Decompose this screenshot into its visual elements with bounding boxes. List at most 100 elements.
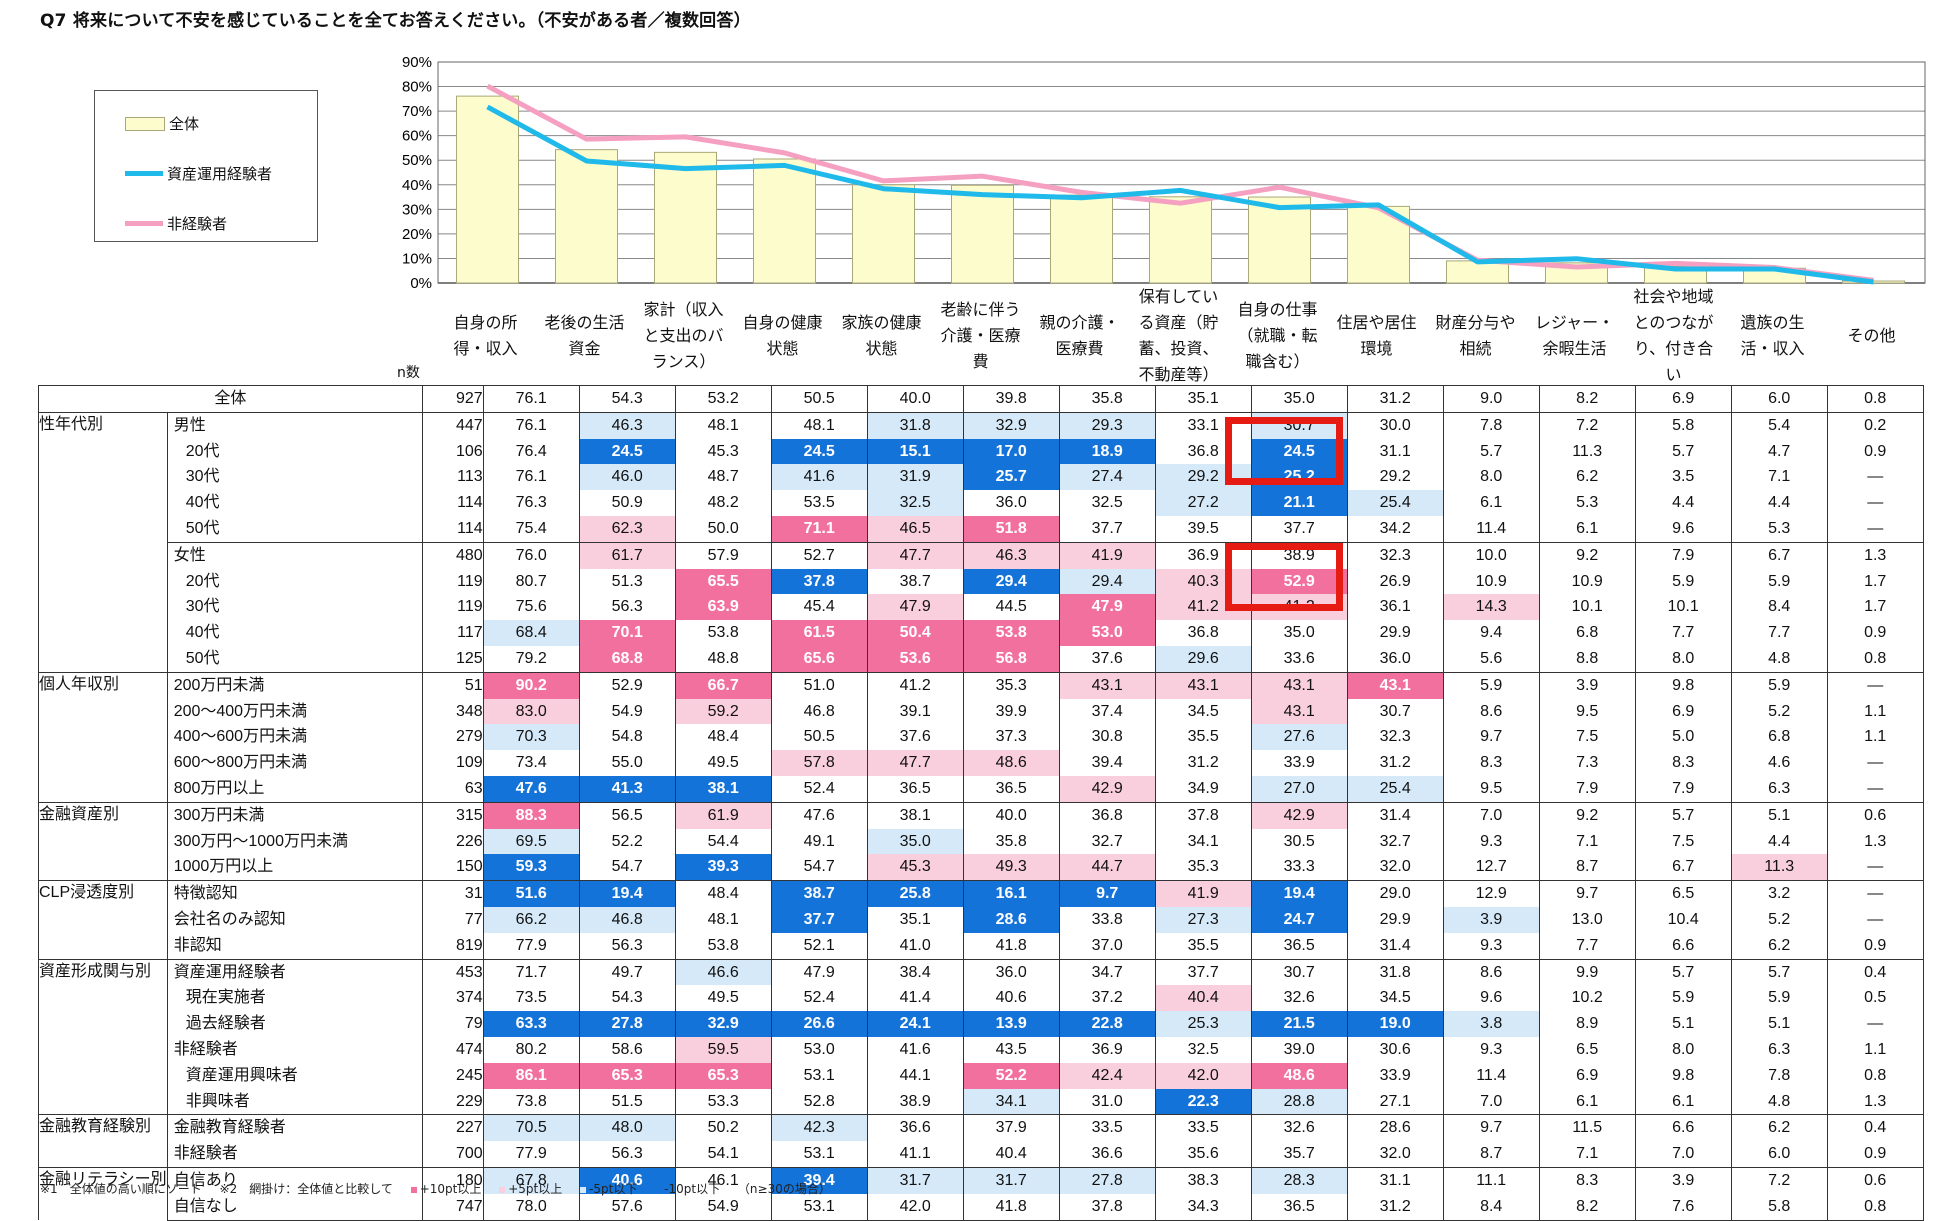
value-text: 6.0	[1768, 390, 1791, 407]
value-text: 37.4	[1091, 702, 1123, 720]
value-text: 9.6	[1672, 519, 1695, 537]
value-cell: 80.7	[483, 568, 580, 595]
value-cell: 33.3	[1251, 854, 1348, 881]
row-label: 現在実施者	[167, 985, 423, 1012]
legend-label-total: 全体	[169, 115, 200, 133]
value-text: 19.4	[1283, 885, 1315, 903]
value-text: 57.6	[611, 1197, 643, 1215]
value-text: 4.6	[1768, 754, 1791, 772]
value-cell: 10.0	[1443, 541, 1540, 569]
value-cell: 7.5	[1539, 724, 1636, 751]
value-cell: 41.1	[867, 1141, 964, 1168]
value-cell: 8.7	[1443, 1141, 1540, 1168]
value-text: 34.1	[995, 1092, 1027, 1110]
value-text: 5.7	[1672, 442, 1695, 460]
value-cell: 3.9	[1635, 1166, 1732, 1194]
value-cell: 10.9	[1443, 568, 1540, 595]
value-cell: 36.6	[1059, 1141, 1156, 1168]
value-text: 52.9	[611, 676, 643, 694]
value-text: —	[1867, 779, 1884, 797]
column-header: 保有している資産（貯蓄、投資、不動産等）	[1138, 287, 1219, 384]
value-cell: 42.3	[771, 1114, 868, 1142]
value-text: 29.2	[1379, 468, 1411, 486]
value-text: —	[1867, 885, 1884, 903]
legend-label-experienced: 資産運用経験者	[167, 165, 273, 183]
highlight-box-male-20s	[1225, 417, 1343, 485]
column-header: 財産分与や相続	[1435, 313, 1516, 358]
value-cell: 22.3	[1155, 1088, 1252, 1115]
value-text: —	[1867, 858, 1884, 876]
value-cell: 6.2	[1731, 1114, 1828, 1142]
value-cell: 40.4	[1155, 985, 1252, 1012]
value-text: 27.4	[1091, 468, 1123, 486]
value-cell: 31.2	[1347, 750, 1444, 776]
value-text: 50.0	[707, 519, 739, 537]
value-cell: 43.1	[1251, 698, 1348, 725]
value-text: 3.9	[1672, 1171, 1695, 1189]
value-text: 32.9	[707, 1015, 739, 1033]
value-cell: 70.3	[483, 724, 580, 751]
value-text: 0.9	[1864, 1145, 1887, 1163]
value-text: 27.2	[1187, 494, 1219, 512]
value-text: 76.0	[515, 546, 547, 564]
value-text: 36.5	[899, 779, 931, 797]
bar	[753, 158, 816, 284]
value-cell: 5.0	[1635, 724, 1732, 751]
value-cell: 52.1	[771, 932, 868, 960]
value-text: 7.0	[1480, 806, 1503, 824]
value-cell: 34.1	[963, 1088, 1060, 1115]
table-row: 現在実施者 374 73.5 54.3 49.5 52.4 41.4 40.6 37.2 40.4…	[39, 985, 1924, 1012]
value-text: 39.0	[1283, 1040, 1315, 1058]
row-label: 40代	[167, 490, 423, 516]
legend-label-inexperienced: 非経験者	[167, 215, 228, 233]
value-text: 56.8	[995, 649, 1027, 667]
value-cell: 48.8	[675, 645, 772, 673]
value-cell: 9.3	[1443, 828, 1540, 855]
value-cell: 43.1	[1347, 671, 1444, 699]
value-text: 6.6	[1672, 936, 1695, 954]
value-cell: 1.1	[1827, 698, 1924, 725]
value-text: 52.8	[803, 1092, 835, 1110]
value-cell: 65.5	[675, 568, 772, 595]
value-text: 36.5	[995, 779, 1027, 797]
value-text: 65.6	[803, 649, 835, 667]
value-text: 76.4	[515, 442, 547, 460]
value-text: 1.1	[1864, 702, 1887, 720]
value-text: 12.9	[1475, 885, 1507, 903]
bar	[1050, 194, 1113, 284]
value-text: 39.3	[707, 858, 739, 876]
value-text: 10.4	[1667, 910, 1699, 928]
value-cell: 34.3	[1155, 1193, 1252, 1221]
value-cell: 7.8	[1731, 1062, 1828, 1089]
value-cell: 29.0	[1347, 880, 1444, 907]
value-text: 51.6	[515, 885, 547, 903]
value-cell: 33.6	[1251, 645, 1348, 673]
value-text: 49.1	[803, 832, 835, 850]
column-header: 老後の生活資金	[544, 313, 625, 358]
value-cell: 6.2	[1731, 932, 1828, 960]
value-cell: 24.5	[579, 438, 676, 465]
value-cell: 36.5	[867, 775, 964, 803]
value-text: 31.8	[1379, 963, 1411, 981]
value-text: 35.5	[1187, 728, 1219, 746]
value-text: 32.3	[1379, 546, 1411, 564]
value-text: 53.0	[803, 1040, 835, 1058]
value-cell: 6.5	[1539, 1036, 1636, 1063]
value-cell: 36.0	[963, 490, 1060, 516]
value-text: 31.4	[1379, 806, 1411, 824]
value-cell: 6.3	[1731, 775, 1828, 803]
value-text: 10.9	[1571, 572, 1603, 590]
value-cell: 54.3	[579, 385, 676, 413]
value-text: 8.9	[1576, 1015, 1599, 1033]
value-text: 49.5	[707, 989, 739, 1007]
value-cell: 76.1	[483, 385, 580, 413]
n-count: 109	[422, 750, 484, 776]
value-cell: 9.0	[1443, 385, 1540, 413]
value-cell: 41.0	[867, 932, 964, 960]
value-cell: 29.3	[1059, 411, 1156, 439]
value-text: 35.3	[995, 676, 1027, 694]
value-text: 7.7	[1672, 624, 1695, 642]
n-count: 106	[422, 438, 484, 465]
value-cell: 38.1	[867, 801, 964, 829]
value-text: 31.1	[1379, 1171, 1411, 1189]
